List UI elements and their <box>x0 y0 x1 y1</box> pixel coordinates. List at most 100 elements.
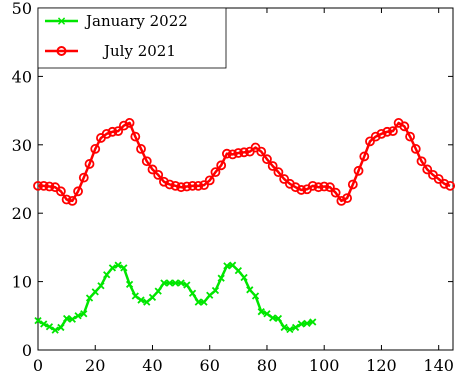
data-point-january-2022 <box>57 323 65 332</box>
data-point-july-2021 <box>216 160 227 171</box>
data-point-january-2022 <box>297 320 305 328</box>
data-point-january-2022 <box>280 323 288 332</box>
data-point-january-2022 <box>206 291 214 299</box>
data-point-july-2021 <box>141 156 152 167</box>
data-point-july-2021 <box>193 180 204 191</box>
data-point-january-2022 <box>291 323 300 332</box>
data-point-july-2021 <box>342 193 353 204</box>
data-point-july-2021 <box>405 131 415 142</box>
data-point-july-2021 <box>227 149 238 160</box>
data-point-january-2022 <box>108 264 117 272</box>
data-point-july-2021 <box>136 144 146 154</box>
x-tick-label: 80 <box>257 356 277 375</box>
data-point-january-2022 <box>251 292 260 300</box>
data-point-july-2021 <box>101 128 112 139</box>
data-point-january-2022 <box>120 264 128 272</box>
series-layer <box>33 118 455 334</box>
data-point-january-2022 <box>74 312 82 320</box>
data-point-january-2022 <box>303 319 311 327</box>
data-point-july-2021 <box>365 136 375 147</box>
data-point-july-2021 <box>267 161 278 171</box>
data-point-july-2021 <box>61 194 72 205</box>
data-point-july-2021 <box>159 176 169 187</box>
data-point-july-2021 <box>187 180 198 191</box>
data-point-july-2021 <box>325 182 335 193</box>
data-point-july-2021 <box>210 167 221 178</box>
data-point-july-2021 <box>422 164 433 175</box>
data-point-january-2022 <box>228 261 237 269</box>
data-point-july-2021 <box>330 187 341 198</box>
data-point-july-2021 <box>370 131 381 142</box>
data-point-january-2022 <box>148 293 157 301</box>
legend-label-january-2022: January 2022 <box>84 12 188 30</box>
data-point-july-2021 <box>416 156 427 167</box>
data-point-july-2021 <box>55 186 66 197</box>
data-point-july-2021 <box>296 185 307 195</box>
y-tick-label: 10 <box>12 273 32 292</box>
data-point-july-2021 <box>124 118 135 128</box>
data-point-january-2022 <box>160 279 168 287</box>
data-point-january-2022 <box>137 296 145 304</box>
data-point-january-2022 <box>45 323 54 331</box>
data-point-january-2022 <box>246 286 254 294</box>
data-point-january-2022 <box>183 281 191 289</box>
legend-label-july-2021: July 2021 <box>102 42 176 60</box>
data-point-july-2021 <box>376 128 387 139</box>
data-point-july-2021 <box>307 180 318 191</box>
data-point-july-2021 <box>113 126 124 137</box>
data-point-july-2021 <box>262 154 272 165</box>
data-point-july-2021 <box>273 167 284 178</box>
data-point-july-2021 <box>439 178 450 189</box>
data-point-july-2021 <box>118 120 129 131</box>
legend-marker-january-2022: × <box>56 14 66 28</box>
data-point-july-2021 <box>84 159 95 169</box>
data-point-july-2021 <box>181 181 192 192</box>
x-tick-label: 60 <box>200 356 220 375</box>
data-point-july-2021 <box>336 195 347 206</box>
axis-ticks: 0 20 40 60 80 100 120 140 0 10 20 30 40 50 <box>12 0 454 375</box>
x-tick-label: 140 <box>423 356 454 375</box>
data-point-january-2022 <box>257 308 265 316</box>
data-point-january-2022 <box>269 314 277 322</box>
x-tick-label: 100 <box>309 356 340 375</box>
data-point-january-2022 <box>177 279 185 287</box>
data-point-july-2021 <box>107 126 118 137</box>
legend: × January 2022 July 2021 <box>37 7 227 69</box>
data-point-july-2021 <box>164 179 175 190</box>
data-point-january-2022 <box>166 279 174 287</box>
series-line-july-2021 <box>38 121 451 203</box>
data-point-july-2021 <box>90 144 101 154</box>
x-tick-label: 40 <box>142 356 162 375</box>
data-point-july-2021 <box>410 144 421 154</box>
data-point-january-2022 <box>171 279 180 287</box>
data-point-january-2022 <box>85 294 94 302</box>
data-point-january-2022 <box>223 262 231 270</box>
data-point-july-2021 <box>353 165 364 176</box>
data-point-july-2021 <box>290 182 301 193</box>
data-point-january-2022 <box>103 271 111 279</box>
data-point-july-2021 <box>170 180 181 191</box>
data-point-january-2022 <box>80 310 88 318</box>
data-point-january-2022 <box>51 326 59 334</box>
data-point-january-2022 <box>194 298 202 306</box>
y-tick-label: 30 <box>12 136 32 155</box>
data-point-july-2021 <box>319 181 330 192</box>
data-point-january-2022 <box>40 320 48 328</box>
y-tick-label: 50 <box>12 0 32 18</box>
data-point-january-2022 <box>97 282 105 290</box>
data-point-january-2022 <box>91 288 99 296</box>
data-point-july-2021 <box>204 175 215 186</box>
data-point-january-2022 <box>143 298 151 306</box>
data-point-july-2021 <box>256 146 267 157</box>
data-point-january-2022 <box>217 274 225 282</box>
data-point-january-2022 <box>286 325 294 334</box>
data-point-july-2021 <box>130 131 141 142</box>
data-point-january-2022 <box>211 286 220 295</box>
data-point-july-2021 <box>38 180 49 191</box>
data-point-january-2022 <box>68 315 76 323</box>
data-point-january-2022 <box>274 314 283 323</box>
y-tick-label: 20 <box>12 204 32 223</box>
data-point-july-2021 <box>239 147 249 158</box>
data-point-july-2021 <box>153 169 164 180</box>
